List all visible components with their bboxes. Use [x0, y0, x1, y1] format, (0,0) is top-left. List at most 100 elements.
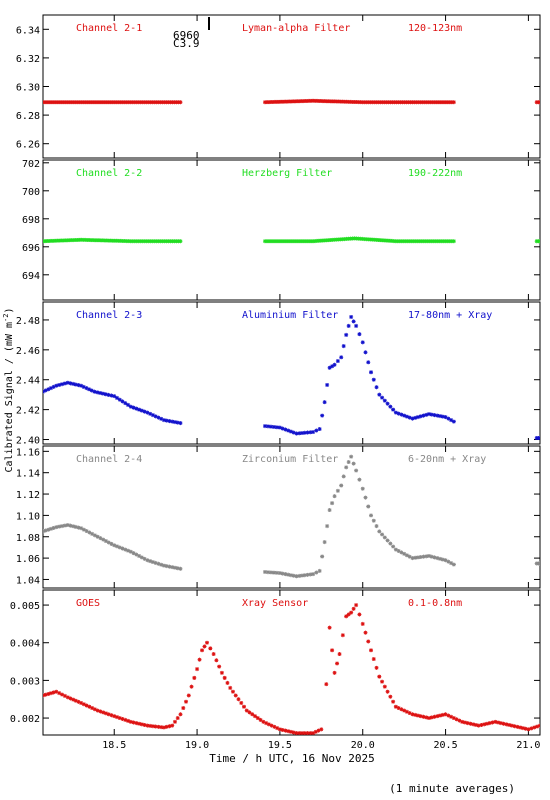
- data-point: [128, 404, 133, 409]
- data-point: [271, 424, 276, 429]
- data-point: [360, 486, 365, 491]
- band-label: 17-80nm + Xray: [408, 310, 492, 321]
- data-point: [297, 731, 302, 735]
- data-point: [53, 238, 58, 243]
- data-point: [205, 640, 210, 645]
- data-point: [299, 239, 304, 244]
- data-point: [59, 100, 64, 105]
- data-point: [487, 721, 492, 726]
- flare-marker-label-1: 6960: [173, 29, 200, 42]
- data-point: [106, 712, 111, 717]
- data-point: [84, 703, 89, 708]
- data-point: [175, 716, 180, 721]
- data-point: [393, 704, 398, 709]
- data-point: [208, 646, 213, 651]
- data-point: [451, 239, 456, 244]
- data-point: [167, 564, 172, 569]
- data-point: [286, 572, 291, 577]
- data-point: [363, 495, 368, 500]
- data-point: [54, 525, 59, 530]
- data-point: [302, 573, 307, 578]
- data-point: [275, 239, 280, 244]
- data-point: [320, 413, 325, 418]
- x-tick-label: 19.0: [185, 740, 209, 751]
- data-point: [283, 427, 288, 432]
- data-point: [71, 381, 76, 386]
- data-point: [61, 238, 66, 243]
- data-point: [95, 708, 100, 713]
- data-point: [377, 529, 382, 534]
- data-point: [81, 384, 86, 389]
- panels: 6.26 6.28 6.30 6.32 6.34 Channel 2-1 Lyman-alp…: [10, 14, 541, 751]
- y-tick-label: 698: [22, 215, 40, 226]
- data-point: [371, 377, 376, 382]
- data-point: [279, 239, 284, 244]
- data-point: [293, 99, 298, 104]
- data-point: [438, 556, 443, 561]
- data-point: [337, 652, 342, 657]
- data-point: [302, 731, 307, 735]
- data-point: [60, 524, 65, 529]
- y-tick-label: 1.08: [16, 533, 40, 544]
- data-point: [65, 238, 70, 243]
- data-point: [435, 714, 440, 719]
- data-point: [87, 530, 92, 535]
- data-point: [303, 239, 308, 244]
- channel-label: Channel 2-1: [76, 23, 142, 34]
- filter-label: Lyman-alpha Filter: [242, 23, 350, 34]
- data-point: [73, 698, 78, 703]
- data-point: [415, 555, 420, 560]
- data-point: [357, 477, 362, 482]
- data-point: [45, 239, 50, 244]
- y-axis-label-main: Calibrated Signal / (mW m: [4, 322, 15, 473]
- data-point: [404, 553, 409, 558]
- data-point: [330, 648, 335, 653]
- data-point: [443, 415, 448, 420]
- data-point: [269, 723, 274, 728]
- data-point: [440, 414, 445, 419]
- data-point: [272, 724, 277, 729]
- data-point: [46, 527, 51, 532]
- data-point: [449, 714, 454, 719]
- data-point: [462, 720, 467, 725]
- data-point: [43, 239, 48, 244]
- y-tick-label: 696: [22, 243, 40, 254]
- data-point: [363, 350, 368, 355]
- data-point: [277, 99, 282, 104]
- data-point: [410, 556, 415, 561]
- data-point: [178, 100, 183, 105]
- data-point: [299, 99, 304, 104]
- data-point: [145, 558, 150, 563]
- data-point: [62, 523, 67, 528]
- data-point: [301, 99, 306, 104]
- data-point: [393, 410, 398, 415]
- data-point: [65, 380, 70, 385]
- panel-2: 694 696 698 700 702 Channel 2-2 Herzberg Filte…: [22, 159, 541, 301]
- data-point: [279, 99, 284, 104]
- channel-label: Channel 2-2: [76, 168, 142, 179]
- data-point: [159, 416, 164, 421]
- data-point: [396, 548, 401, 553]
- data-point: [305, 731, 310, 735]
- data-point: [43, 388, 48, 393]
- data-point: [46, 387, 51, 392]
- data-point: [120, 716, 125, 721]
- data-point: [156, 561, 161, 566]
- data-point: [67, 238, 72, 243]
- data-point: [189, 684, 194, 689]
- data-point: [250, 712, 255, 717]
- data-point: [266, 100, 271, 105]
- data-point: [222, 675, 227, 680]
- data-point: [385, 689, 390, 694]
- data-point: [351, 606, 356, 611]
- data-point: [468, 721, 473, 726]
- data-point: [117, 545, 122, 550]
- data-point: [371, 518, 376, 523]
- data-point: [73, 382, 78, 387]
- data-point: [274, 425, 279, 430]
- data-point: [68, 523, 73, 528]
- panel-frame: [42, 301, 541, 445]
- data-point: [281, 99, 286, 104]
- data-point: [320, 554, 325, 559]
- data-point: [139, 722, 144, 727]
